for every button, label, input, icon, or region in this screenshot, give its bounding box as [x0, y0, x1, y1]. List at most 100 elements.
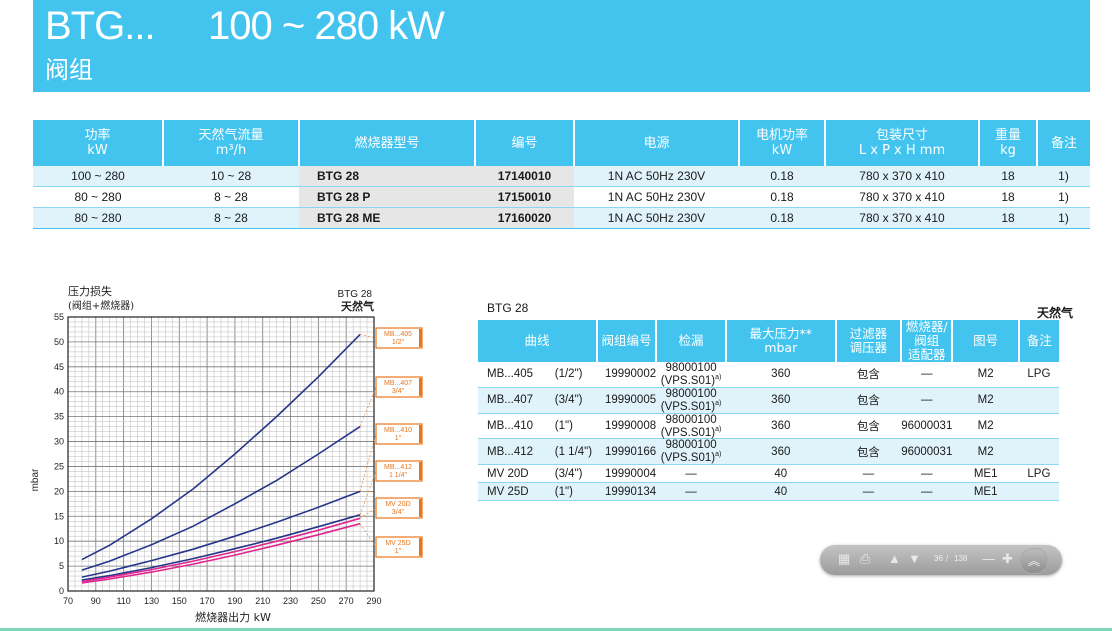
- valve-cell: MB...410: [478, 413, 551, 440]
- spec-cell: 1): [1037, 207, 1090, 229]
- valve-cell: [1018, 438, 1059, 466]
- valve-cell: ME1: [952, 482, 1019, 502]
- spec-header-line: m³/h: [215, 143, 247, 158]
- zoom-out-icon[interactable]: —: [982, 551, 995, 566]
- spec-cell: 10 ~ 28: [163, 166, 299, 187]
- valve-cell: M2: [952, 387, 1019, 414]
- y-tick-label: 15: [54, 511, 64, 521]
- next-page-icon[interactable]: ▼: [908, 551, 921, 566]
- x-tick-label: 270: [339, 596, 354, 606]
- legend-label: MB...405: [384, 331, 412, 338]
- valve-cell: MB...405: [478, 362, 551, 388]
- valve-cell: 96000031: [901, 413, 953, 440]
- valve-cell: 包含: [835, 438, 902, 466]
- valve-header-line: 备注: [1026, 333, 1052, 348]
- valve-cell: 19990005: [596, 387, 657, 414]
- y-tick-label: 40: [54, 387, 64, 397]
- chart-subtitle: 天然气: [341, 299, 374, 313]
- curve-3: [81, 514, 361, 581]
- spec-header-line: 编号: [511, 135, 538, 151]
- spec-header-line: 燃烧器型号: [354, 135, 420, 151]
- y-axis-title: 压力损失: [68, 284, 112, 298]
- subtitle: 阀组: [45, 56, 93, 84]
- pdf-page-toolbar[interactable]: ▦ ⎙ ▲ ▼ 36 / 138 — ✚ ︽: [820, 545, 1062, 575]
- spec-cell: 18: [979, 186, 1037, 208]
- leakcheck-note: a): [715, 399, 722, 407]
- spec-header-6: 包装尺寸 L x P x H mm: [825, 120, 980, 166]
- spec-cell: 17160020: [475, 207, 574, 229]
- print-icon[interactable]: ⎙: [860, 551, 871, 566]
- valve-cell: MV 20D: [478, 464, 551, 484]
- leakcheck-code: 98000100 (VPS.S01): [660, 439, 717, 465]
- valve-cell-leakcheck: —: [656, 464, 726, 484]
- spec-header-7: 重量 kg: [979, 120, 1038, 166]
- valve-cell: MB...412: [478, 438, 551, 466]
- valve-cell: 19990008: [596, 413, 657, 440]
- valve-table-gas: 天然气: [1037, 306, 1074, 320]
- valve-header-3: 最大压力** mbar: [725, 320, 837, 362]
- spec-cell: 1N AC 50Hz 230V: [574, 166, 739, 187]
- spec-header-line: 备注: [1050, 135, 1077, 151]
- scroll-top-button[interactable]: ︽: [1020, 548, 1048, 574]
- valve-cell: M2: [952, 413, 1019, 440]
- y-axis-subtitle: (阀组+燃烧器): [68, 299, 134, 312]
- y-tick-label: 45: [54, 362, 64, 372]
- legend-label: MB...410: [384, 427, 412, 434]
- total-pages: 138: [954, 554, 968, 563]
- valve-row: MB...410 (1") 19990008 98000100 (VPS.S01)a)…: [478, 413, 1090, 440]
- valve-header-line: 适配器: [908, 347, 946, 362]
- valve-header-line: mbar: [764, 340, 798, 355]
- spec-cell: 1N AC 50Hz 230V: [574, 207, 739, 229]
- spec-cell: 0.18: [739, 207, 825, 229]
- valve-row: MV 25D (1") 19990134—40— — ME1: [478, 482, 1090, 502]
- spec-header-line: L x P x H mm: [858, 143, 946, 158]
- spec-header-2: 燃烧器型号: [299, 120, 476, 166]
- spec-header-line: 包装尺寸: [875, 128, 928, 143]
- valve-cell: 360: [725, 413, 836, 440]
- legend-leader: [359, 386, 377, 427]
- legend-sublabel: 3/4": [392, 388, 405, 395]
- spec-header-line: kg: [1000, 143, 1016, 158]
- valve-cell-leakcheck: 98000100 (VPS.S01)a): [656, 438, 726, 466]
- curve-4: [81, 517, 361, 583]
- valve-cell: LPG: [1018, 362, 1059, 388]
- spec-row: 80 ~ 280 8 ~ 28 BTG 28 ME 17160020 1N AC 50H…: [33, 207, 1090, 229]
- spec-cell: 780 x 370 x 410: [825, 166, 979, 187]
- spec-cell: BTG 28: [299, 166, 475, 187]
- spec-header-line: 功率: [84, 128, 111, 143]
- y-tick-label: 5: [59, 561, 64, 571]
- valve-header-line: 检漏: [678, 333, 704, 348]
- zoom-in-icon[interactable]: ✚: [1002, 551, 1013, 566]
- valve-header-4: 过滤器 调压器: [835, 320, 903, 362]
- valve-cell-leakcheck: 98000100 (VPS.S01)a): [656, 362, 726, 388]
- current-page[interactable]: 36: [934, 554, 943, 563]
- valve-cell: (3/4"): [550, 387, 597, 414]
- valve-cell-leakcheck: —: [656, 482, 726, 502]
- valve-cell: —: [901, 387, 953, 414]
- spec-cell: 0.18: [739, 186, 825, 208]
- plot-border: [67, 316, 375, 592]
- spec-cell: 17150010: [475, 186, 574, 208]
- spec-cell: 80 ~ 280: [33, 186, 163, 208]
- curve-5: [81, 522, 361, 584]
- legend-label: MV 25D: [385, 540, 410, 547]
- valve-cell: (1"): [550, 482, 597, 502]
- spec-cell: 780 x 370 x 410: [825, 186, 979, 208]
- legend-sublabel: 1": [395, 435, 402, 442]
- valve-cell: —: [835, 464, 902, 484]
- valve-row: MV 20D (3/4") 19990004—40— — ME1 LPG: [478, 464, 1090, 484]
- valve-cell: —: [901, 362, 953, 388]
- valve-header-2: 检漏: [656, 320, 727, 362]
- spec-cell: 17140010: [475, 166, 574, 187]
- spec-header-line: 重量: [994, 128, 1021, 143]
- spec-header-line: 电机功率: [755, 128, 808, 143]
- legend-sublabel: 1 1/4": [389, 472, 408, 479]
- leakcheck-code: 98000100 (VPS.S01): [660, 387, 717, 413]
- x-tick-label: 170: [200, 596, 215, 606]
- grid-view-icon[interactable]: ▦: [838, 551, 851, 566]
- spec-header-8: 备注: [1037, 120, 1090, 166]
- spec-cell: 8 ~ 28: [163, 207, 299, 229]
- prev-page-icon[interactable]: ▲: [888, 551, 901, 566]
- valve-cell: 360: [725, 438, 836, 466]
- spec-cell: 1): [1037, 166, 1090, 187]
